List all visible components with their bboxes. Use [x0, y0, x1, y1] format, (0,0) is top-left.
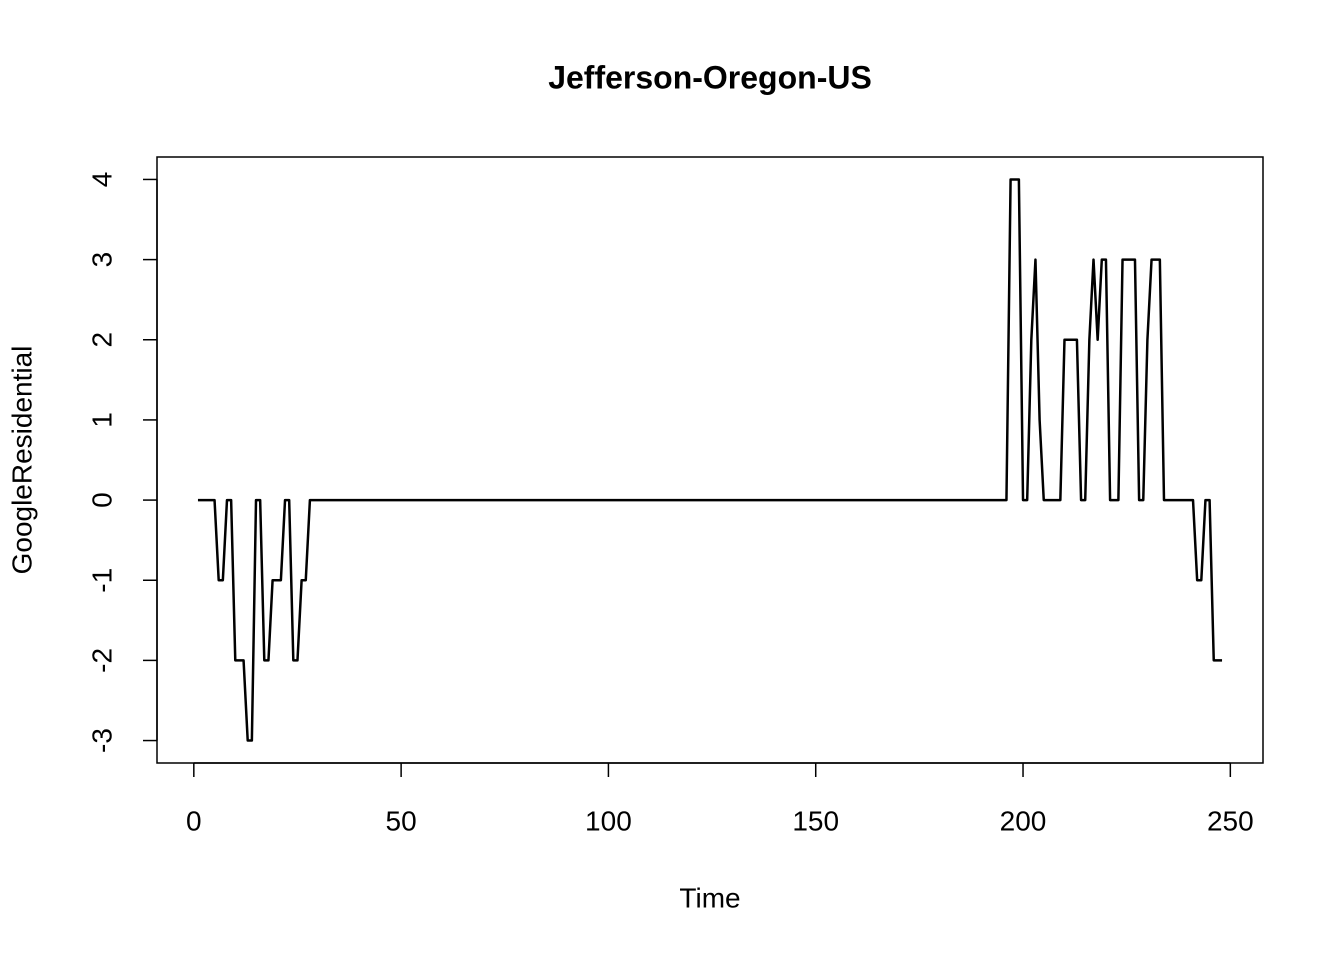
y-tick-label: -1 [86, 568, 117, 593]
plot-box [156, 156, 1264, 764]
x-tick-label: 100 [585, 805, 632, 836]
line-series [197, 178, 1223, 742]
x-tick-label: 50 [386, 805, 417, 836]
y-tick-label: 4 [86, 172, 117, 188]
x-tick-label: 250 [1207, 805, 1254, 836]
y-tick-label: -2 [86, 648, 117, 673]
x-tick-label: 150 [792, 805, 839, 836]
x-tick-label: 0 [186, 805, 202, 836]
y-tick-label: 1 [86, 412, 117, 428]
y-tick-label: 3 [86, 252, 117, 268]
x-tick-label: 200 [1000, 805, 1047, 836]
y-axis-label: GoogleResidential [6, 346, 37, 575]
y-tick-label: 0 [86, 492, 117, 508]
y-tick-label: -3 [86, 728, 117, 753]
x-axis-label: Time [679, 882, 740, 913]
chart-title: Jefferson-Oregon-US [548, 59, 872, 95]
y-tick-label: 2 [86, 332, 117, 348]
